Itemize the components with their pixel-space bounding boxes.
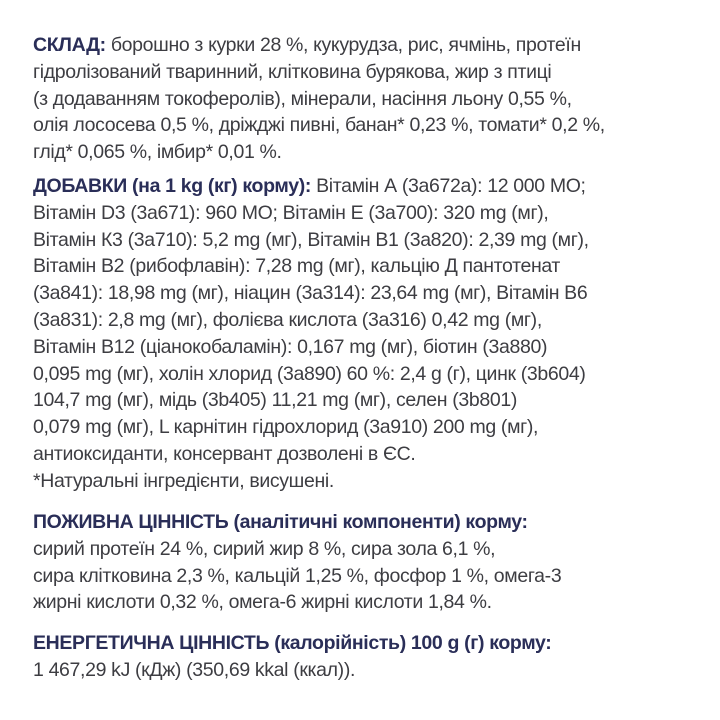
additives-section: ДОБАВКИ (на 1 kg (кг) корму): Вітамін А …	[33, 173, 703, 495]
composition-line: олія лососева 0,5 %, дріжджі пивні, бана…	[33, 114, 605, 137]
composition-section: СКЛАД: борошно з курки 28 %, кукурудза, …	[33, 32, 703, 166]
additives-line: Вітамін В2 (рибофлавін): 7,28 mg (мг), к…	[33, 255, 561, 278]
additives-line: Вітамін D3 (3а671): 960 МО; Вітамін Е (3…	[33, 201, 549, 224]
nutrition-line: сира клітковина 2,3 %, кальцій 1,25 %, ф…	[33, 564, 562, 587]
additives-line: ДОБАВКИ (на 1 kg (кг) корму): Вітамін А …	[33, 173, 703, 200]
additives-line: Вітамін В12 (ціанокобаламін): 0,167 mg (…	[33, 335, 548, 358]
composition-line: СКЛАД: борошно з курки 28 %, кукурудза, …	[33, 32, 703, 59]
additives-line: антиоксиданти, консервант дозволені в ЄС…	[33, 442, 416, 465]
composition-line: глід* 0,065 %, імбир* 0,01 %.	[33, 141, 282, 164]
additives-line: 0,095 mg (мг), холін хлорид (3а890) 60 %…	[33, 362, 586, 385]
nutrition-line: сирий протеїн 24 %, сирий жир 8 %, сира …	[33, 537, 496, 560]
line-text: Вітамін А (3а672а): 12 000 МО;	[316, 175, 586, 197]
composition-heading: СКЛАД:	[33, 34, 106, 56]
line-text: борошно з курки 28 %, кукурудза, рис, яч…	[110, 34, 581, 56]
nutrition-line: жирні кислоти 0,32 %, омега-6 жирні кисл…	[33, 591, 492, 614]
additives-line: (3а841): 18,98 mg (мг), ніацин (3а314): …	[33, 282, 588, 305]
energy-section: ЕНЕРГЕТИЧНА ЦІННІСТЬ (калорійність) 100 …	[33, 630, 703, 684]
nutrition-heading: ПОЖИВНА ЦІННІСТЬ (аналітичні компоненти)…	[33, 511, 528, 533]
composition-line: (з додаванням токоферолів), мінерали, на…	[33, 87, 572, 110]
additives-line: 0,079 mg (мг), L карнітин гідрохлорид (3…	[33, 416, 539, 439]
composition-line: гідролізований тваринний, клітковина бур…	[33, 60, 552, 83]
additives-line: Вітамін К3 (3а710): 5,2 mg (мг), Вітамін…	[33, 228, 589, 251]
energy-heading: ЕНЕРГЕТИЧНА ЦІННІСТЬ (калорійність) 100 …	[33, 632, 552, 654]
nutrition-section: ПОЖИВНА ЦІННІСТЬ (аналітичні компоненти)…	[33, 509, 703, 616]
energy-line: 1 467,29 kJ (кДж) (350,69 kkal (ккал)).	[33, 658, 356, 681]
additives-line: 104,7 mg (мг), мідь (3b405) 11,21 mg (мг…	[33, 389, 517, 412]
footnote: *Натуральні інгредієнти, висушені.	[33, 469, 334, 492]
additives-line: (3а831): 2,8 mg (мг), фолієва кислота (3…	[33, 308, 542, 331]
additives-heading: ДОБАВКИ (на 1 kg (кг) корму):	[33, 175, 312, 197]
